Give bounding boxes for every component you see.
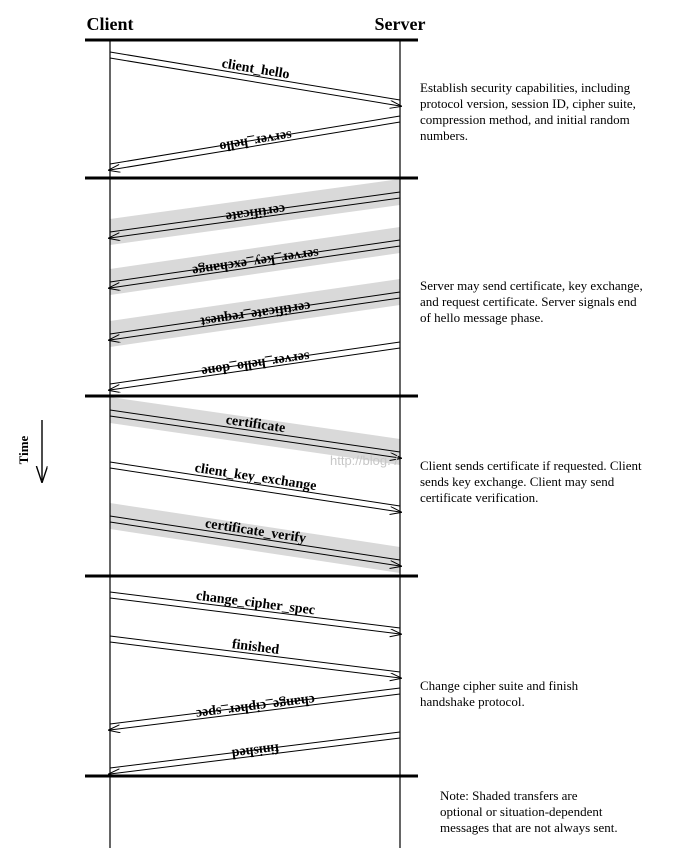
- phase-description-line: Server may send certificate, key exchang…: [420, 278, 643, 293]
- server-header: Server: [375, 14, 426, 34]
- note-line: optional or situation-dependent: [440, 804, 603, 819]
- phase-description-line: sends key exchange. Client may send: [420, 474, 615, 489]
- background: [0, 0, 692, 857]
- phase-description-line: Change cipher suite and finish: [420, 678, 579, 693]
- client-header: Client: [87, 14, 134, 34]
- phase-description-line: certificate verification.: [420, 490, 538, 505]
- phase-description-line: Client sends certificate if requested. C…: [420, 458, 642, 473]
- ssl-handshake-diagram: ClientServerclient_helloserver_helloEsta…: [0, 0, 692, 857]
- time-axis-label: Time: [16, 435, 31, 464]
- note-line: messages that are not always sent.: [440, 820, 618, 835]
- phase-description-line: of hello message phase.: [420, 310, 543, 325]
- phase-description-line: numbers.: [420, 128, 468, 143]
- watermark: http://blog. /: [330, 453, 398, 468]
- phase-description-line: protocol version, session ID, cipher sui…: [420, 96, 636, 111]
- phase-description-line: compression method, and initial random: [420, 112, 630, 127]
- phase-description-line: handshake protocol.: [420, 694, 525, 709]
- phase-description-line: Establish security capabilities, includi…: [420, 80, 631, 95]
- note-line: Note: Shaded transfers are: [440, 788, 578, 803]
- phase-description-line: and request certificate. Server signals …: [420, 294, 637, 309]
